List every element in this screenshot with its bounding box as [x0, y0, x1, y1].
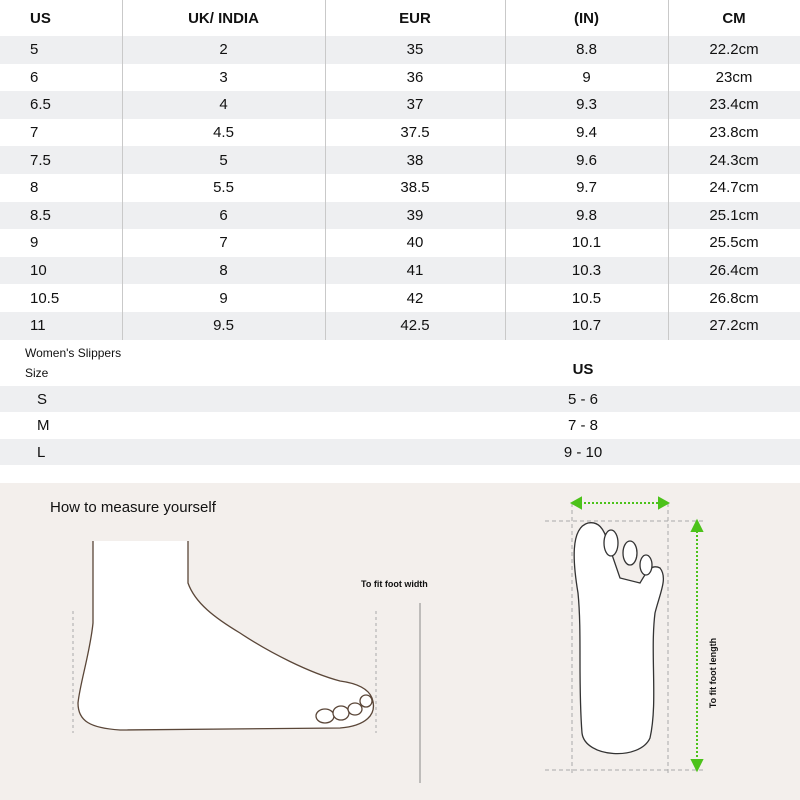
- divider: [325, 0, 326, 340]
- header-row: US UK/ INDIA EUR (IN) CM: [0, 0, 800, 36]
- size: M: [37, 416, 50, 434]
- table-cell: 23.8cm: [709, 124, 759, 142]
- table-cell: 11: [30, 317, 46, 335]
- size-label: Size: [25, 366, 49, 380]
- measure-panel: How to measure yourself To fit foot widt…: [0, 483, 800, 800]
- table-row: 10 8 41 10.3 26.4cm: [0, 256, 800, 285]
- column-header: EUR: [399, 9, 431, 27]
- table-cell: 9.3: [576, 96, 597, 114]
- table-cell: 27.2cm: [709, 317, 759, 335]
- table-cell: 24.3cm: [709, 151, 759, 169]
- table-row: 7 4.5 37.5 9.4 23.8cm: [0, 119, 800, 147]
- table-cell: 10.5: [30, 289, 60, 307]
- table-cell: 10.5: [571, 289, 602, 307]
- table-cell: 42.5: [400, 317, 430, 335]
- table-cell: 2: [219, 41, 228, 59]
- table-cell: 22.2cm: [709, 41, 759, 59]
- foot-length-label: To fit foot length: [708, 637, 718, 709]
- table-cell: 38.5: [400, 179, 430, 197]
- table-cell: 9.4: [576, 124, 597, 142]
- table-cell: 9.5: [213, 317, 234, 335]
- column-header: CM: [722, 9, 746, 27]
- table-cell: 10.1: [571, 234, 602, 252]
- slipper-label: Women's Slippers: [25, 346, 122, 360]
- table-row: 5 2 35 8.8 22.2cm: [0, 36, 800, 64]
- table-cell: 5: [30, 41, 39, 59]
- table-cell: 8: [30, 179, 39, 197]
- column-header: US: [30, 9, 51, 27]
- table-row: 11 9.5 42.5 10.7 27.2cm: [0, 311, 800, 340]
- measure-title: How to measure yourself: [50, 499, 216, 516]
- table-cell: 40: [406, 234, 424, 252]
- table-cell: 7.5: [30, 151, 51, 169]
- us-range: 7 - 8: [567, 416, 599, 434]
- table-cell: 39: [406, 206, 424, 224]
- size: S: [37, 390, 48, 408]
- us-range: 5 - 6: [567, 390, 599, 408]
- divider: [668, 0, 669, 340]
- table-cell: 25.5cm: [709, 234, 759, 252]
- table-row: S 5 - 6: [0, 386, 800, 412]
- table-cell: 10.3: [571, 262, 602, 280]
- table-cell: 38: [406, 151, 424, 169]
- table-cell: 9.7: [576, 179, 597, 197]
- table-cell: 36: [406, 68, 424, 86]
- divider: [505, 0, 506, 340]
- table-cell: 9: [219, 289, 228, 307]
- table-cell: 3: [219, 68, 228, 86]
- table-cell: 23cm: [715, 68, 753, 86]
- size-table: US UK/ INDIA EUR (IN) CM 5 2 35 8.8 22.2cm 6 3 36 9 23…: [0, 0, 800, 340]
- sole-foot-illustration: [573, 522, 664, 755]
- table-cell: 9.6: [576, 151, 597, 169]
- us-range: 9 - 10: [563, 443, 603, 461]
- table-cell: 37.5: [400, 124, 430, 142]
- table-cell: 26.8cm: [709, 289, 759, 307]
- table-cell: 6: [30, 68, 39, 86]
- table-cell: 8.8: [576, 41, 597, 59]
- table-cell: 9.8: [576, 206, 597, 224]
- table-row: 6 3 36 9 23cm: [0, 64, 800, 92]
- table-cell: 23.4cm: [709, 96, 759, 114]
- table-cell: 6.5: [30, 96, 51, 114]
- table-cell: 4: [219, 96, 228, 114]
- column-header: UK/ INDIA: [188, 9, 259, 27]
- table-cell: 8.5: [30, 206, 51, 224]
- table-row: 9 7 40 10.1 25.5cm: [0, 229, 800, 257]
- table-row: 8 5.5 38.5 9.7 24.7cm: [0, 174, 800, 202]
- table-row: 6.5 4 37 9.3 23.4cm: [0, 91, 800, 119]
- table-cell: 6: [219, 206, 228, 224]
- foot-illustrations: [72, 496, 705, 783]
- table-cell: 8: [219, 262, 228, 280]
- table-row: 7.5 5 38 9.6 24.3cm: [0, 146, 800, 174]
- side-foot-illustration: [77, 541, 375, 731]
- table-cell: 35: [406, 41, 424, 59]
- guide-lines: [72, 611, 377, 733]
- table-cell: 25.1cm: [709, 206, 759, 224]
- divider: [122, 0, 123, 340]
- table-cell: 26.4cm: [709, 262, 759, 280]
- table-cell: 7: [219, 234, 228, 252]
- table-cell: 10.7: [571, 317, 602, 335]
- arrow-icon: [569, 496, 704, 773]
- table-row: L 9 - 10: [0, 439, 800, 465]
- table-cell: 5: [219, 151, 228, 169]
- table-row: M 7 - 8: [0, 412, 800, 438]
- table-row: 8.5 6 39 9.8 25.1cm: [0, 201, 800, 230]
- table-cell: 10: [30, 262, 47, 280]
- table-cell: 41: [406, 262, 424, 280]
- column-header: (IN): [574, 9, 599, 27]
- table-cell: 9: [30, 234, 39, 252]
- us-header: US: [572, 360, 594, 378]
- table-cell: 4.5: [213, 124, 234, 142]
- size: L: [37, 443, 46, 461]
- table-row: 10.5 9 42 10.5 26.8cm: [0, 284, 800, 312]
- table-cell: 7: [30, 124, 39, 142]
- table-cell: 5.5: [213, 179, 234, 197]
- table-cell: 24.7cm: [709, 179, 759, 197]
- table-cell: 9: [582, 68, 591, 86]
- table-cell: 37: [406, 96, 424, 114]
- foot-width-label: To fit foot width: [361, 579, 428, 589]
- table-cell: 42: [406, 289, 424, 307]
